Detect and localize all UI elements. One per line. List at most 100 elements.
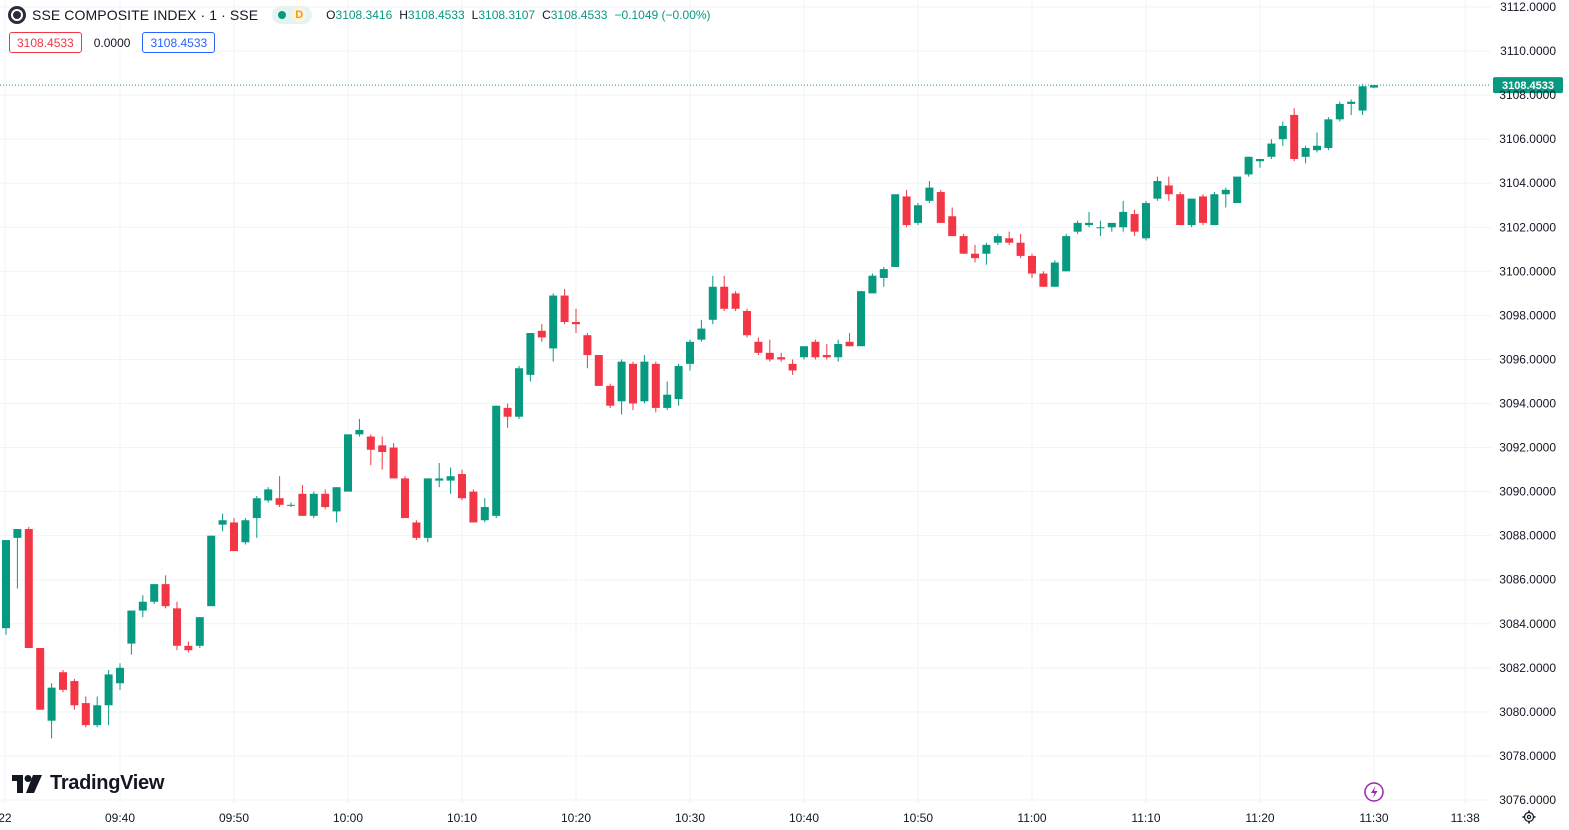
price-tick-label: 3078.0000 [1499, 749, 1556, 763]
candle-down [1176, 192, 1185, 226]
candle-body [674, 366, 683, 400]
candle-body [458, 473, 466, 499]
candle-body [1358, 86, 1367, 111]
candle-body [629, 363, 637, 404]
candle-body [378, 445, 387, 452]
candle-down [629, 361, 637, 411]
candle-body [1062, 236, 1071, 272]
candle-body [914, 205, 922, 223]
candle-body [332, 487, 341, 512]
ohlc-close: C3108.4533 [542, 8, 608, 22]
price-tick-label: 3098.0000 [1499, 308, 1556, 322]
candle-body [811, 341, 820, 358]
candle-up [674, 363, 683, 406]
candle-up [309, 491, 318, 519]
candle-up [1096, 220, 1105, 237]
tradingview-logo[interactable]: TradingView [12, 772, 164, 795]
time-tick-label: 09:50 [219, 811, 249, 825]
candle-up [252, 496, 261, 538]
candle-body [606, 385, 615, 406]
candle-down [948, 207, 957, 237]
candle-up [1358, 84, 1367, 115]
symbol-title[interactable]: SSE COMPOSITE INDEX · 1 · SSE [32, 7, 259, 23]
candle-body [1119, 211, 1128, 228]
candle-body [731, 293, 740, 309]
candle-up [1335, 101, 1344, 122]
candle-body [845, 341, 854, 347]
price-tick-label: 3106.0000 [1499, 132, 1556, 146]
candle-up [1153, 176, 1162, 201]
candle-body [150, 584, 159, 602]
candle-body [241, 520, 250, 543]
candle-down [173, 601, 181, 651]
candle-body [1176, 194, 1185, 226]
time-axis[interactable]: 22 09:40 09:50 10:00 10:10 10:20 10:30 10:40 10:… [0, 811, 1480, 825]
candle-body [993, 236, 1002, 243]
time-tick-label: 11:38 [1451, 811, 1480, 825]
candle-body [93, 705, 102, 726]
candle-down [401, 476, 409, 519]
chart-grid [0, 0, 1491, 804]
candle-up [617, 359, 626, 415]
time-tick-label: 09:40 [105, 811, 135, 825]
candle-up [697, 319, 706, 342]
candle-body [925, 187, 934, 201]
gear-icon[interactable] [1522, 810, 1536, 824]
candle-body [971, 253, 979, 259]
candle-down [560, 288, 569, 325]
trade-boxes: 3108.4533 0.0000 3108.4533 [9, 32, 216, 53]
sell-price-box[interactable]: 3108.4533 [9, 32, 82, 53]
candle-body [344, 434, 352, 492]
replay-marker[interactable] [1364, 782, 1384, 802]
candle-down [606, 383, 615, 408]
candle-down [651, 361, 660, 413]
candle-body [936, 192, 945, 223]
candle-up [218, 513, 227, 532]
candle-down [971, 244, 979, 263]
price-tick-label: 3082.0000 [1499, 661, 1556, 675]
candle-body [560, 295, 569, 322]
spread-value: 0.0000 [89, 33, 135, 52]
candle-body [1278, 125, 1287, 140]
candle-up [857, 291, 865, 347]
candle-body [1016, 242, 1025, 256]
candle-body [1085, 222, 1093, 226]
time-tick-label: 11:20 [1245, 811, 1274, 825]
time-tick-label: 10:40 [789, 811, 819, 825]
market-status-pill[interactable]: D [272, 6, 313, 24]
candle-body [515, 368, 523, 417]
candle-body [617, 361, 626, 402]
price-tick-label: 3100.0000 [1499, 264, 1556, 278]
candle-body [526, 333, 535, 375]
candle-body [959, 236, 968, 254]
candle-body [1290, 114, 1299, 159]
candle-body [1153, 181, 1162, 199]
candle-body [1199, 196, 1207, 223]
price-tick-label: 3076.0000 [1499, 793, 1556, 807]
price-tick-label: 3112.0000 [1500, 0, 1556, 14]
buy-price-box[interactable]: 3108.4533 [142, 32, 216, 53]
candle-down [1199, 194, 1207, 226]
candle-down [161, 575, 170, 609]
candle-up [1073, 220, 1082, 234]
candle-body [754, 341, 763, 353]
candle-body [47, 687, 56, 721]
candle-up [480, 498, 489, 523]
candle-body [834, 344, 843, 358]
candle-body [1107, 222, 1116, 228]
price-tick-label: 3088.0000 [1499, 529, 1556, 543]
candle-up [47, 683, 56, 739]
candle-body [1028, 255, 1036, 274]
price-axis[interactable]: 3076.0000 3078.0000 3080.0000 3082.0000 3084… [1499, 0, 1556, 807]
candle-up [1301, 145, 1310, 164]
candle-up [435, 462, 444, 488]
candle-up [1313, 132, 1321, 153]
candle-body [583, 335, 592, 356]
candle-body [287, 504, 295, 506]
candle-body [184, 645, 193, 651]
candle-body [423, 478, 432, 538]
candle-body [435, 478, 444, 481]
candle-up [1233, 176, 1242, 204]
candle-body [1050, 262, 1059, 287]
